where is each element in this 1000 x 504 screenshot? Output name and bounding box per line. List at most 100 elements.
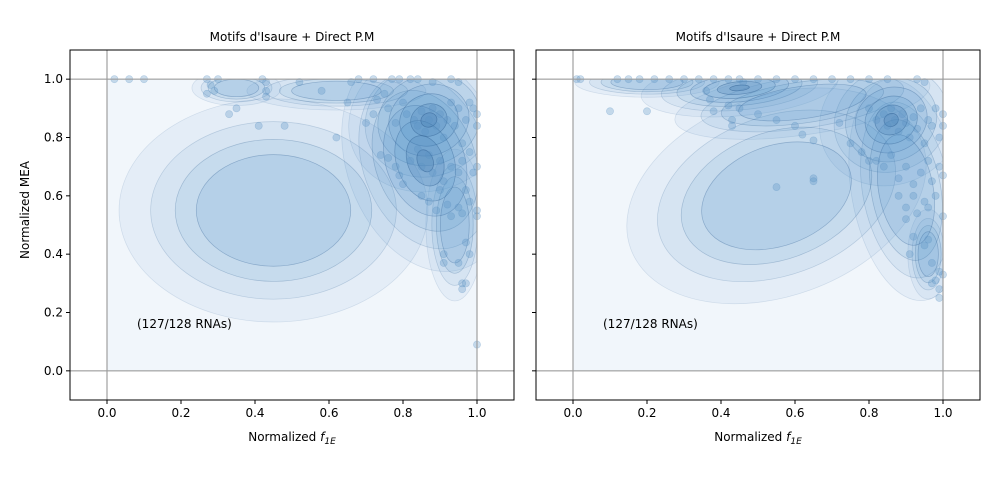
left-scatter-point-81 <box>454 203 463 212</box>
right-scatter-point-63 <box>772 183 781 191</box>
left-scatter-point-31 <box>369 110 378 119</box>
right-contour-level-2-0 <box>845 79 938 163</box>
left-scatter-point-49 <box>450 121 459 130</box>
left-x-tick-label: 0.4 <box>245 406 264 420</box>
right-scatter-point-85 <box>920 241 929 250</box>
left-contour-level-1-0 <box>364 79 477 178</box>
left-scatter-point-44 <box>432 121 441 130</box>
right-plot-panel: 0.0 0.2 0.4 0.6 0.8 1.0 Motifs d'Isaure + Dire… <box>532 30 981 447</box>
right-scatter-point-35 <box>798 130 807 139</box>
left-scatter-point-22 <box>225 110 233 119</box>
right-density-base <box>573 79 943 371</box>
left-scatter-point-37 <box>402 110 411 119</box>
right-x-tick-label: 0.4 <box>711 406 730 420</box>
right-contour-level-6-0 <box>883 113 899 127</box>
right-scatter-point-45 <box>887 104 896 113</box>
left-scatter-point-21 <box>262 86 270 95</box>
right-scatter-point-77 <box>909 191 918 200</box>
left-scatter-point-23 <box>232 104 241 113</box>
left-plot-panel: 0.0 0.2 0.4 0.6 0.8 1.0 0.0 0.2 0.4 0.6 0.8 1.0 Moti… <box>18 30 515 447</box>
left-scatter-point-79 <box>443 200 452 209</box>
right-scatter-point-31 <box>735 104 744 113</box>
right-scatter-point-44 <box>883 121 892 130</box>
left-scatter-point-20 <box>210 86 219 95</box>
left-scatter-point-91 <box>465 250 474 259</box>
right-x-axis-label-symbol: f <box>786 430 792 444</box>
left-contour-level-6-1 <box>416 149 434 173</box>
left-scatter-point-28 <box>332 133 341 142</box>
right-scatter-point-46 <box>891 116 899 124</box>
right-contour-level-2-3 <box>600 79 694 93</box>
right-scatter-point-91 <box>928 279 936 288</box>
right-scatter-point-87 <box>905 250 914 259</box>
right-scatter-point-49 <box>902 119 910 127</box>
right-scatter-point-38 <box>846 139 855 148</box>
left-contour-level-5-1 <box>405 135 445 187</box>
left-contour-level-1-3 <box>264 79 408 107</box>
right-scatter-point-23 <box>606 107 614 116</box>
right-contour-level-1-5 <box>911 218 943 291</box>
right-contour-level-0-2 <box>674 79 931 140</box>
left-contour-level-3-2 <box>440 186 470 264</box>
left-scatter-point-67 <box>436 156 444 165</box>
left-scatter-point-68 <box>439 177 448 186</box>
left-scatter-point-53 <box>465 98 474 107</box>
right-scatter-point-40 <box>865 156 873 165</box>
right-contour-level-1-4 <box>860 101 943 279</box>
left-scatter-point-30 <box>362 119 370 127</box>
right-scatter-point-72 <box>928 177 936 186</box>
left-contour-level-3-4 <box>213 79 260 98</box>
left-contour-level-0-2 <box>425 148 477 302</box>
left-scatter-point-19 <box>202 89 211 98</box>
right-scatter-point-71 <box>924 156 933 165</box>
right-contour-level-3-2 <box>738 83 867 122</box>
left-scatter-point-94 <box>461 279 470 288</box>
right-scatter-point-86 <box>924 235 933 244</box>
left-scatter-point-70 <box>454 168 463 177</box>
left-scatter-point-78 <box>436 186 444 194</box>
right-density-contours <box>573 79 943 371</box>
left-y-axis-label: Normalized MEA <box>18 160 32 259</box>
right-scatter-point-64 <box>872 156 881 165</box>
left-y-tick-label: 0.4 <box>44 247 63 261</box>
right-contour-level-1-6 <box>657 109 896 283</box>
right-rna-count-annotation: (127/128 RNAs) <box>603 317 698 331</box>
right-contour-level-0-5 <box>907 208 943 300</box>
left-x-axis-label-subscript: 1E <box>324 437 336 447</box>
left-scatter-point-24 <box>262 92 270 101</box>
right-scatter-point-80 <box>924 203 933 212</box>
left-rna-count-annotation: (127/128 RNAs) <box>137 317 232 331</box>
left-scatter-point-93 <box>458 279 467 288</box>
left-scatter-point-40 <box>417 107 426 116</box>
left-y-tick-label: 0.0 <box>44 364 63 378</box>
right-scatter-point-36 <box>809 136 818 145</box>
right-x-axis-label-subscript: 1E <box>790 437 802 447</box>
left-contour-level-2-1 <box>371 90 477 232</box>
left-scatter-point-4 <box>206 81 215 89</box>
left-scatter-point-62 <box>406 156 415 165</box>
right-scatter-point-78 <box>913 209 921 218</box>
left-contour-level-2-3 <box>279 79 394 104</box>
left-scatter-point-64 <box>417 162 426 171</box>
right-contour-level-2-5 <box>914 225 942 284</box>
right-scatter-point-88 <box>928 259 936 267</box>
right-x-tick-label: 1.0 <box>933 406 952 420</box>
right-scatter-point-41 <box>865 104 873 113</box>
left-scatter-point-25 <box>254 121 263 130</box>
right-scatter-point-53 <box>916 104 925 113</box>
right-contour-level-6-1 <box>729 84 750 92</box>
right-scatter-point-34 <box>791 121 799 130</box>
right-axes-frame <box>535 49 981 401</box>
left-contour-level-6-0 <box>420 112 438 128</box>
left-scatter-point-82 <box>458 209 467 218</box>
left-scatter-point-80 <box>447 212 455 221</box>
right-x-tick-label: 0.0 <box>563 406 582 420</box>
left-contour-level-0-4 <box>191 79 282 106</box>
right-contour-level-2-6 <box>680 126 873 265</box>
right-contour-level-3-6 <box>701 141 852 251</box>
right-contour-level-5-1 <box>716 80 763 95</box>
left-scatter-point-72 <box>465 148 474 156</box>
right-scatter-point-43 <box>879 110 888 119</box>
